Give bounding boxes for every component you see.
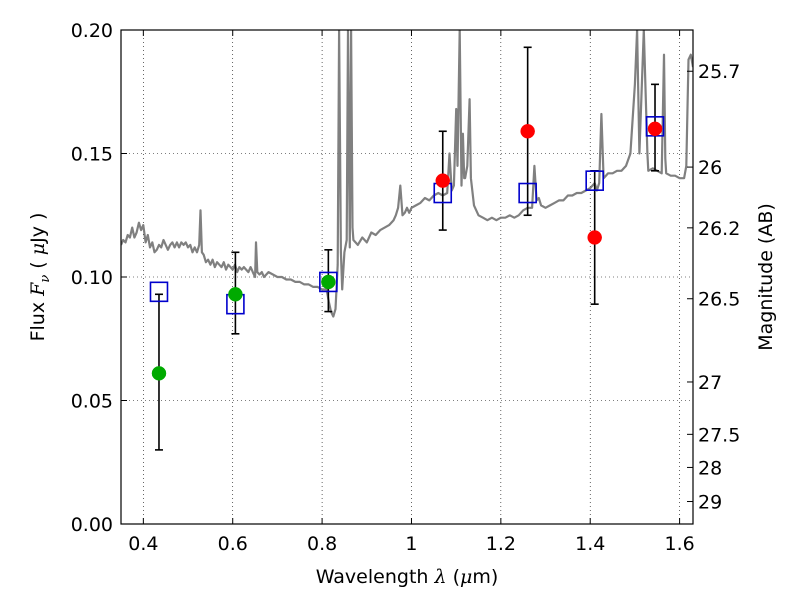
mag-tick-label: 26.2 [698, 218, 740, 240]
x-tick-label: 1.6 [664, 533, 694, 555]
mag-tick-label: 25.7 [698, 61, 740, 83]
x-tick-label: 1 [405, 533, 417, 555]
x-axis-label: Wavelength λ (μm) [316, 566, 499, 588]
y-tick-label: 0.15 [71, 144, 113, 166]
model-photometry-square [319, 271, 338, 293]
x-tick-label: 1.2 [486, 533, 516, 555]
y-tick-label: 0.20 [71, 20, 113, 42]
observed-point [435, 173, 450, 188]
observed-point [321, 274, 336, 290]
model-photometry-square [518, 182, 537, 204]
mag-tick-label: 27 [698, 372, 722, 394]
y-axis-label: Flux Fν ( μJy ) [27, 213, 53, 342]
plot-area [121, 30, 693, 451]
x-tick-label: 0.6 [218, 533, 248, 555]
y2-axis-label: Magnitude (AB) [755, 203, 777, 351]
model-spectrum-line [121, 30, 693, 318]
y-tick-label: 0.00 [71, 514, 113, 536]
y-tick-label: 0.10 [71, 267, 113, 289]
mag-tick-label: 29 [698, 492, 722, 514]
observed-point [151, 366, 167, 381]
observed-point [647, 121, 663, 137]
observed-point [228, 287, 243, 302]
mag-tick-label: 26 [698, 157, 722, 179]
model-photometry-square [585, 170, 604, 191]
x-tick-label: 0.8 [307, 533, 337, 555]
mag-tick-label: 28 [698, 457, 722, 479]
x-tick-label: 0.4 [128, 533, 158, 555]
model-photometry-square [149, 281, 169, 303]
x-tick-label: 1.4 [575, 533, 605, 555]
y-tick-label: 0.05 [71, 391, 113, 413]
mag-tick-label: 26.5 [698, 289, 740, 311]
observed-point [587, 230, 602, 245]
axis-ticks: 0.4 0.6 0.8 1 1.2 1.4 1.6 0.00 0.05 0.10 0.15 0.20 2… [71, 20, 741, 555]
observed-point [520, 124, 535, 139]
mag-tick-label: 27.5 [698, 424, 740, 446]
